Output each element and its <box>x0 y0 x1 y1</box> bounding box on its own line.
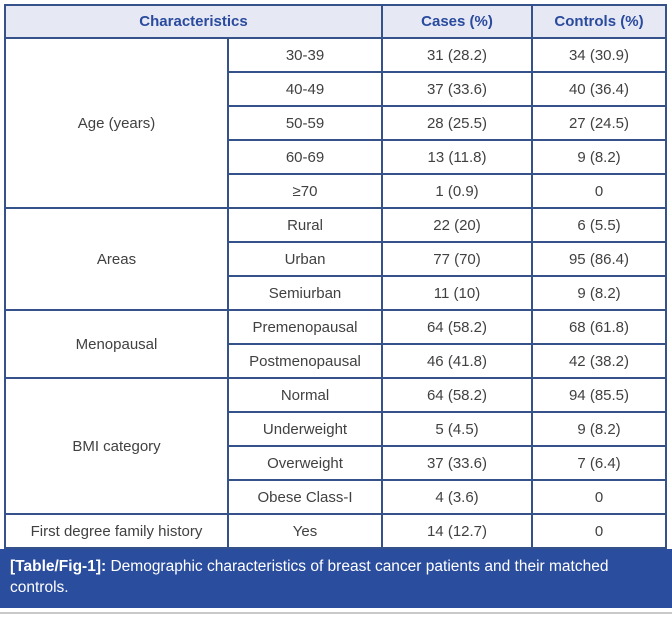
subcategory-cell: Semiurban <box>227 275 383 311</box>
subcategory-cell: Obese Class-I <box>227 479 383 515</box>
caption-text: Demographic characteristics of breast ca… <box>10 558 609 597</box>
controls-cell: 94 (85.5) <box>531 377 667 413</box>
group-label-cell: Menopausal <box>4 309 229 379</box>
controls-cell: 0 <box>531 513 667 549</box>
table-row: Postmenopausal 46 (41.8) 42 (38.2) <box>5 343 667 379</box>
controls-cell: 7 (6.4) <box>531 445 667 481</box>
table-row: 60-69 13 (11.8) 9 (8.2) <box>5 139 667 175</box>
cases-cell: 1 (0.9) <box>381 173 533 209</box>
controls-cell: 9 (8.2) <box>531 275 667 311</box>
table-body: Age (years) 30-39 31 (28.2) 34 (30.9) 40… <box>4 37 667 549</box>
table-row: Areas Rural 22 (20) 6 (5.5) <box>4 207 667 311</box>
subcategory-cell: Underweight <box>227 411 383 447</box>
header-row: Characteristics Cases (%) Controls (%) <box>4 4 667 39</box>
table-row: Obese Class-I 4 (3.6) 0 <box>5 479 667 515</box>
demographics-table: Characteristics Cases (%) Controls (%) A… <box>4 4 667 549</box>
col-header-controls: Controls (%) <box>531 4 667 39</box>
table-row: Age (years) 30-39 31 (28.2) 34 (30.9) <box>4 37 667 209</box>
cases-cell: 28 (25.5) <box>381 105 533 141</box>
table-row: Urban 77 (70) 95 (86.4) <box>5 241 667 277</box>
cases-cell: 37 (33.6) <box>381 445 533 481</box>
table-row: Underweight 5 (4.5) 9 (8.2) <box>5 411 667 447</box>
col-header-characteristics: Characteristics <box>4 4 383 39</box>
controls-cell: 95 (86.4) <box>531 241 667 277</box>
group-label-cell: BMI category <box>4 377 229 515</box>
group-label-cell: Age (years) <box>4 37 229 209</box>
table-row: Menopausal Premenopausal 64 (58.2) 68 (6… <box>4 309 667 379</box>
cases-cell: 4 (3.6) <box>381 479 533 515</box>
subcategory-cell: Yes <box>227 513 383 549</box>
controls-cell: 0 <box>531 479 667 515</box>
controls-cell: 9 (8.2) <box>531 139 667 175</box>
table-row: Semiurban 11 (10) 9 (8.2) <box>5 275 667 311</box>
controls-cell: 40 (36.4) <box>531 71 667 107</box>
cases-cell: 13 (11.8) <box>381 139 533 175</box>
cases-cell: 11 (10) <box>381 275 533 311</box>
subcategory-cell: Postmenopausal <box>227 343 383 379</box>
table-row: Overweight 37 (33.6) 7 (6.4) <box>5 445 667 481</box>
group-label-cell: Areas <box>4 207 229 311</box>
cases-cell: 77 (70) <box>381 241 533 277</box>
cases-cell: 64 (58.2) <box>381 377 533 413</box>
subcategory-cell: Overweight <box>227 445 383 481</box>
subcategory-cell: Normal <box>227 377 383 413</box>
subcategory-cell: 30-39 <box>227 37 383 73</box>
controls-cell: 0 <box>531 173 667 209</box>
subcategory-cell: ≥70 <box>227 173 383 209</box>
controls-cell: 68 (61.8) <box>531 309 667 345</box>
table-row: 40-49 37 (33.6) 40 (36.4) <box>5 71 667 107</box>
cases-cell: 14 (12.7) <box>381 513 533 549</box>
cases-cell: 64 (58.2) <box>381 309 533 345</box>
cases-cell: 22 (20) <box>381 207 533 243</box>
table-header: Characteristics Cases (%) Controls (%) <box>4 4 667 39</box>
subcategory-cell: 50-59 <box>227 105 383 141</box>
subcategory-cell: Rural <box>227 207 383 243</box>
controls-cell: 9 (8.2) <box>531 411 667 447</box>
controls-cell: 34 (30.9) <box>531 37 667 73</box>
cases-cell: 46 (41.8) <box>381 343 533 379</box>
subcategory-cell: Premenopausal <box>227 309 383 345</box>
group-label-cell: First degree family history <box>4 513 229 549</box>
subcategory-cell: Urban <box>227 241 383 277</box>
cases-cell: 5 (4.5) <box>381 411 533 447</box>
subcategory-cell: 60-69 <box>227 139 383 175</box>
controls-cell: 42 (38.2) <box>531 343 667 379</box>
table-row: ≥70 1 (0.9) 0 <box>5 173 667 209</box>
cases-cell: 31 (28.2) <box>381 37 533 73</box>
controls-cell: 6 (5.5) <box>531 207 667 243</box>
bottom-divider <box>0 611 672 614</box>
table-row: First degree family history Yes 14 (12.7… <box>4 513 667 549</box>
table-caption: [Table/Fig-1]: Demographic characteristi… <box>0 549 672 608</box>
subcategory-cell: 40-49 <box>227 71 383 107</box>
caption-tag: [Table/Fig-1]: <box>10 558 107 575</box>
table-row: BMI category Normal 64 (58.2) 94 (85.5) <box>4 377 667 515</box>
table-row: 50-59 28 (25.5) 27 (24.5) <box>5 105 667 141</box>
controls-cell: 27 (24.5) <box>531 105 667 141</box>
col-header-cases: Cases (%) <box>381 4 533 39</box>
cases-cell: 37 (33.6) <box>381 71 533 107</box>
